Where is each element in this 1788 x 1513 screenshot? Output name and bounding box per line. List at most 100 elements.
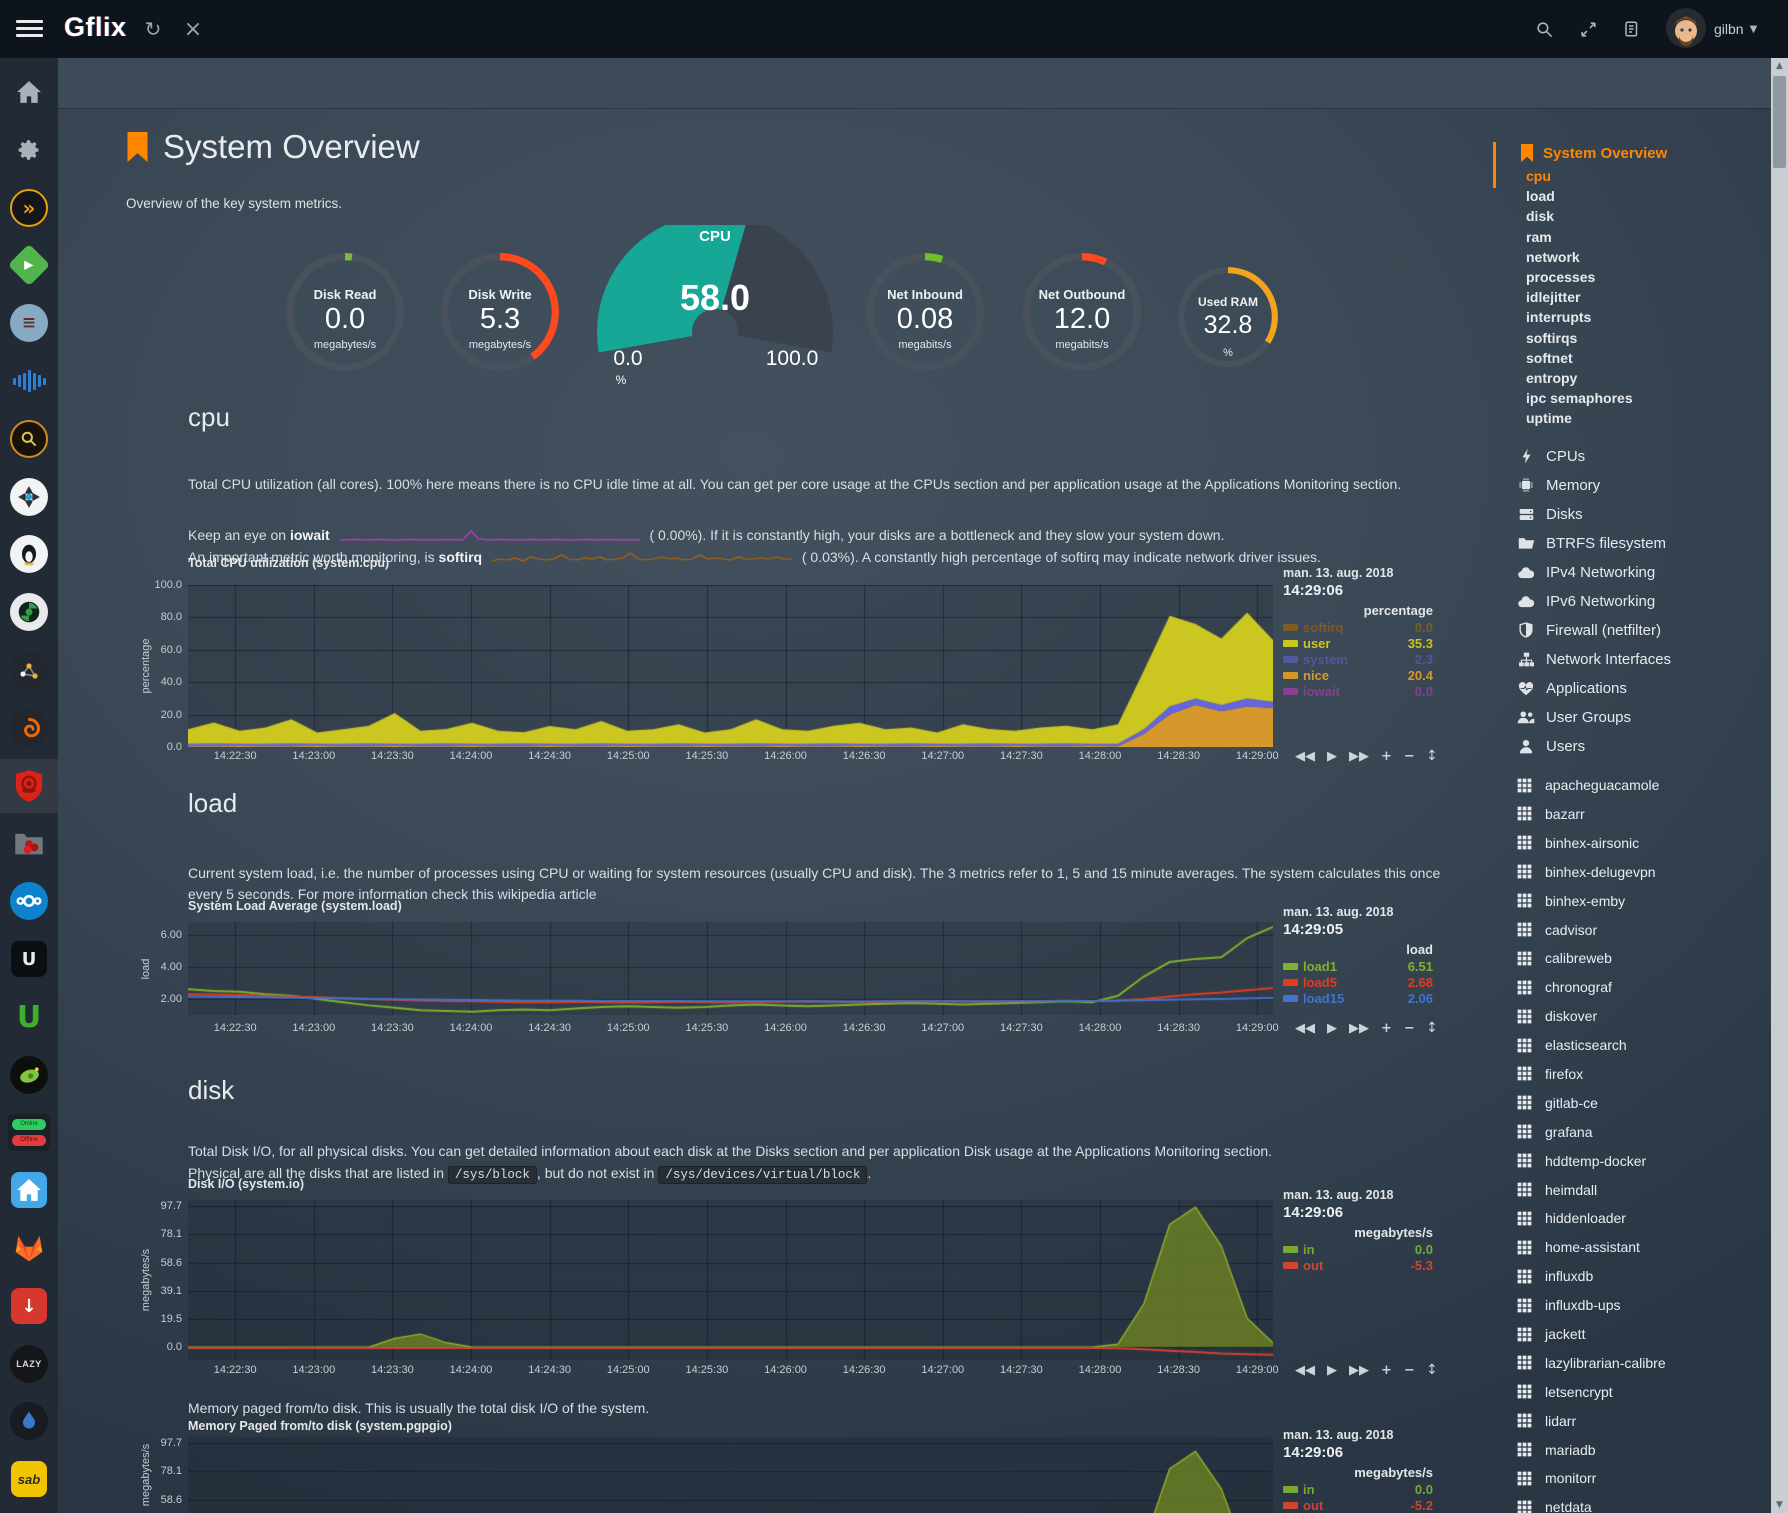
dock-item-sabnzbd[interactable]: sab xyxy=(0,1452,58,1506)
dock-item-penguin-app[interactable] xyxy=(0,527,58,581)
menu-app-home-assistant[interactable]: home-assistant xyxy=(1490,1233,1770,1262)
menu-app-apacheguacamole[interactable]: apacheguacamole xyxy=(1490,771,1770,800)
chart-canvas-1[interactable] xyxy=(188,922,1273,1015)
zoom-in-button[interactable]: + xyxy=(1381,1363,1392,1378)
legend-item-softirq[interactable]: softirq0.0 xyxy=(1283,620,1433,635)
menu-app-letsencrypt[interactable]: letsencrypt xyxy=(1490,1377,1770,1406)
refresh-icon[interactable]: ↻ xyxy=(138,0,168,58)
menu-app-calibreweb[interactable]: calibreweb xyxy=(1490,944,1770,973)
zoom-out-button[interactable]: − xyxy=(1404,1021,1415,1036)
menu-item-entropy[interactable]: entropy xyxy=(1490,368,1770,388)
menu-app-lidarr[interactable]: lidarr xyxy=(1490,1406,1770,1435)
menu-app-firefox[interactable]: firefox xyxy=(1490,1060,1770,1089)
dock-item-guacamole[interactable] xyxy=(0,1048,58,1102)
menu-item-idlejitter[interactable]: idlejitter xyxy=(1490,287,1770,307)
chart-canvas-3[interactable] xyxy=(188,1437,1273,1513)
dock-item-nzbhydra[interactable] xyxy=(0,470,58,524)
menu-app-grafana[interactable]: grafana xyxy=(1490,1117,1770,1146)
menu-item-softnet[interactable]: softnet xyxy=(1490,348,1770,368)
legend-item-in[interactable]: in0.0 xyxy=(1283,1242,1433,1257)
play-button[interactable]: ▶ xyxy=(1327,1021,1337,1036)
menu-app-netdata[interactable]: netdata xyxy=(1490,1493,1770,1513)
menu-item-interrupts[interactable]: interrupts xyxy=(1490,307,1770,327)
menu-item-network[interactable]: network xyxy=(1490,247,1770,267)
legend-item-load15[interactable]: load152.06 xyxy=(1283,991,1433,1006)
dock-item-plex[interactable]: » xyxy=(0,181,58,235)
chart-canvas-0[interactable] xyxy=(188,585,1273,747)
chart-resize-handle[interactable]: ↕ xyxy=(1426,1020,1438,1036)
dock-item-krusader[interactable] xyxy=(0,816,58,870)
menu-section-ipv4-networking[interactable]: IPv4 Networking xyxy=(1490,558,1770,587)
zoom-in-button[interactable]: + xyxy=(1381,749,1392,764)
dock-item-unraid[interactable]: U xyxy=(0,932,58,986)
pan-forward-button[interactable]: ▶▶ xyxy=(1349,1021,1369,1036)
menu-item-uptime[interactable]: uptime xyxy=(1490,408,1770,428)
menu-section-network-interfaces[interactable]: Network Interfaces xyxy=(1490,645,1770,674)
menu-app-hiddenloader[interactable]: hiddenloader xyxy=(1490,1204,1770,1233)
menu-app-gitlab-ce[interactable]: gitlab-ce xyxy=(1490,1088,1770,1117)
menu-section-cpus[interactable]: CPUs xyxy=(1490,442,1770,471)
play-button[interactable]: ▶ xyxy=(1327,749,1337,764)
dock-item-home[interactable] xyxy=(0,65,58,119)
menu-app-jackett[interactable]: jackett xyxy=(1490,1320,1770,1349)
menu-item-softirqs[interactable]: softirqs xyxy=(1490,328,1770,348)
menu-section-memory[interactable]: Memory xyxy=(1490,471,1770,500)
menu-app-cadvisor[interactable]: cadvisor xyxy=(1490,915,1770,944)
menu-item-disk[interactable]: disk xyxy=(1490,206,1770,226)
dock-item-red-shield-app[interactable] xyxy=(0,759,58,813)
chart-canvas-2[interactable] xyxy=(188,1200,1273,1360)
dock-item-gitlab[interactable] xyxy=(0,1221,58,1275)
dock-item-green-u-app[interactable]: U xyxy=(0,990,58,1044)
menu-item-ipc-semaphores[interactable]: ipc semaphores xyxy=(1490,388,1770,408)
menu-app-elasticsearch[interactable]: elasticsearch xyxy=(1490,1031,1770,1060)
scroll-down-arrow[interactable]: ▼ xyxy=(1771,1497,1788,1513)
legend-item-nice[interactable]: nice20.4 xyxy=(1283,668,1433,683)
search-icon[interactable] xyxy=(1528,0,1560,58)
chart-resize-handle[interactable]: ↕ xyxy=(1426,1362,1438,1378)
dock-item-jackett[interactable] xyxy=(0,412,58,466)
menu-section-user-groups[interactable]: User Groups xyxy=(1490,703,1770,732)
menu-app-bazarr[interactable]: bazarr xyxy=(1490,800,1770,829)
scrollbar[interactable]: ▲ ▼ xyxy=(1771,58,1788,1513)
dock-item-monitorr[interactable]: Online Offline xyxy=(0,1105,58,1159)
gauge-used-ram[interactable]: Used RAM 32.8 % xyxy=(1178,267,1278,367)
dock-item-share-nodes-app[interactable] xyxy=(0,643,58,697)
menu-section-applications[interactable]: Applications xyxy=(1490,674,1770,703)
menu-app-mariadb[interactable]: mariadb xyxy=(1490,1435,1770,1464)
menu-item-ram[interactable]: ram xyxy=(1490,227,1770,247)
menu-item-load[interactable]: load xyxy=(1490,186,1770,206)
menu-section-disks[interactable]: Disks xyxy=(1490,500,1770,529)
menu-app-diskover[interactable]: diskover xyxy=(1490,1002,1770,1031)
menu-section-users[interactable]: Users xyxy=(1490,732,1770,761)
pan-forward-button[interactable]: ▶▶ xyxy=(1349,1363,1369,1378)
pan-forward-button[interactable]: ▶▶ xyxy=(1349,749,1369,764)
dock-item-emby[interactable]: ▶ xyxy=(0,238,58,292)
dock-item-nextcloud[interactable] xyxy=(0,874,58,928)
menu-app-binhex-emby[interactable]: binhex-emby xyxy=(1490,886,1770,915)
dock-item-lazylibrarian[interactable]: LAZY xyxy=(0,1337,58,1391)
legend-item-iowait[interactable]: iowait0.0 xyxy=(1283,684,1433,699)
legend-item-user[interactable]: user35.3 xyxy=(1283,636,1433,651)
legend-item-load1[interactable]: load16.51 xyxy=(1283,959,1433,974)
pan-backward-button[interactable]: ◀◀ xyxy=(1295,749,1315,764)
menu-app-heimdall[interactable]: heimdall xyxy=(1490,1175,1770,1204)
menu-app-binhex-airsonic[interactable]: binhex-airsonic xyxy=(1490,828,1770,857)
gauge-cpu[interactable]: CPU 58.0 0.0 100.0 % xyxy=(590,225,840,385)
menu-title[interactable]: System Overview xyxy=(1490,130,1770,166)
menu-app-monitorr[interactable]: monitorr xyxy=(1490,1464,1770,1493)
news-icon[interactable] xyxy=(1616,0,1648,58)
legend-item-system[interactable]: system2.3 xyxy=(1283,652,1433,667)
close-icon[interactable]: × xyxy=(178,0,208,58)
menu-section-ipv6-networking[interactable]: IPv6 Networking xyxy=(1490,587,1770,616)
dock-item-grafana[interactable] xyxy=(0,701,58,755)
menu-item-cpu[interactable]: cpu xyxy=(1490,166,1770,186)
dock-item-downloader-app[interactable]: ↓ xyxy=(0,1279,58,1333)
dock-item-calibre-web[interactable]: ≡ xyxy=(0,296,58,350)
menu-section-btrfs-filesystem[interactable]: BTRFS filesystem xyxy=(1490,529,1770,558)
play-button[interactable]: ▶ xyxy=(1327,1363,1337,1378)
legend-item-in[interactable]: in0.0 xyxy=(1283,1482,1433,1497)
gauge-net-outbound[interactable]: Net Outbound 12.0 megabits/s xyxy=(1023,253,1141,371)
dock-item-pinwheel-app[interactable] xyxy=(0,585,58,639)
scroll-up-arrow[interactable]: ▲ xyxy=(1771,58,1788,74)
menu-app-lazylibrarian-calibre[interactable]: lazylibrarian-calibre xyxy=(1490,1348,1770,1377)
